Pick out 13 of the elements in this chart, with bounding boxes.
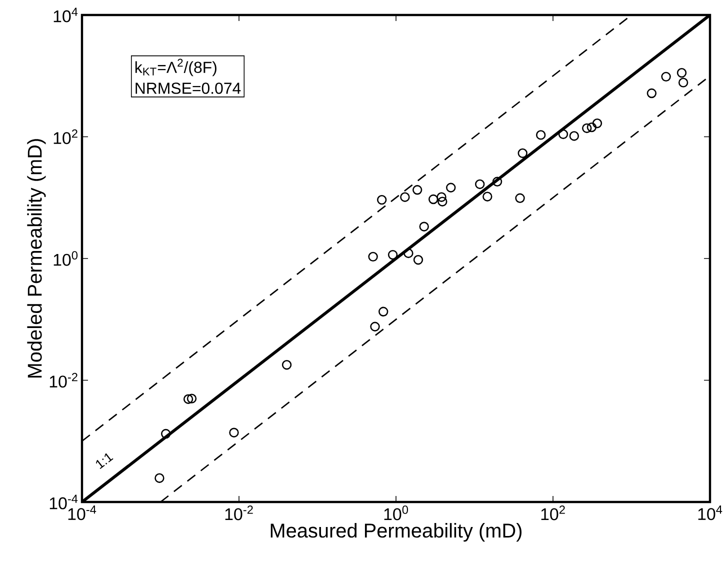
annotation: NRMSE=0.074 <box>136 82 241 94</box>
x-axis-title: Measured Permeability (mD) <box>270 523 522 542</box>
x-tick-label: 10$^{2}$ <box>541 506 565 520</box>
y-axis-title: Modeled Permeability (mD) <box>27 139 46 378</box>
y-tick-label: 10$^{2}$ <box>54 129 78 144</box>
x-tick-label: 10$^{-2}$ <box>225 506 253 520</box>
x-tick-label: 10$^{0}$ <box>384 506 408 520</box>
y-tick-label: 10$^{4}$ <box>54 8 78 22</box>
annotation: 1:1 <box>96 453 114 470</box>
x-tick-label: 10$^{4}$ <box>698 506 722 520</box>
annotation: k$_{KT}$=Λ$^{2}$/(8F) <box>135 58 216 76</box>
y-tick-label: 10$^{0}$ <box>54 251 78 266</box>
y-tick-label: 10$^{-2}$ <box>50 372 78 388</box>
